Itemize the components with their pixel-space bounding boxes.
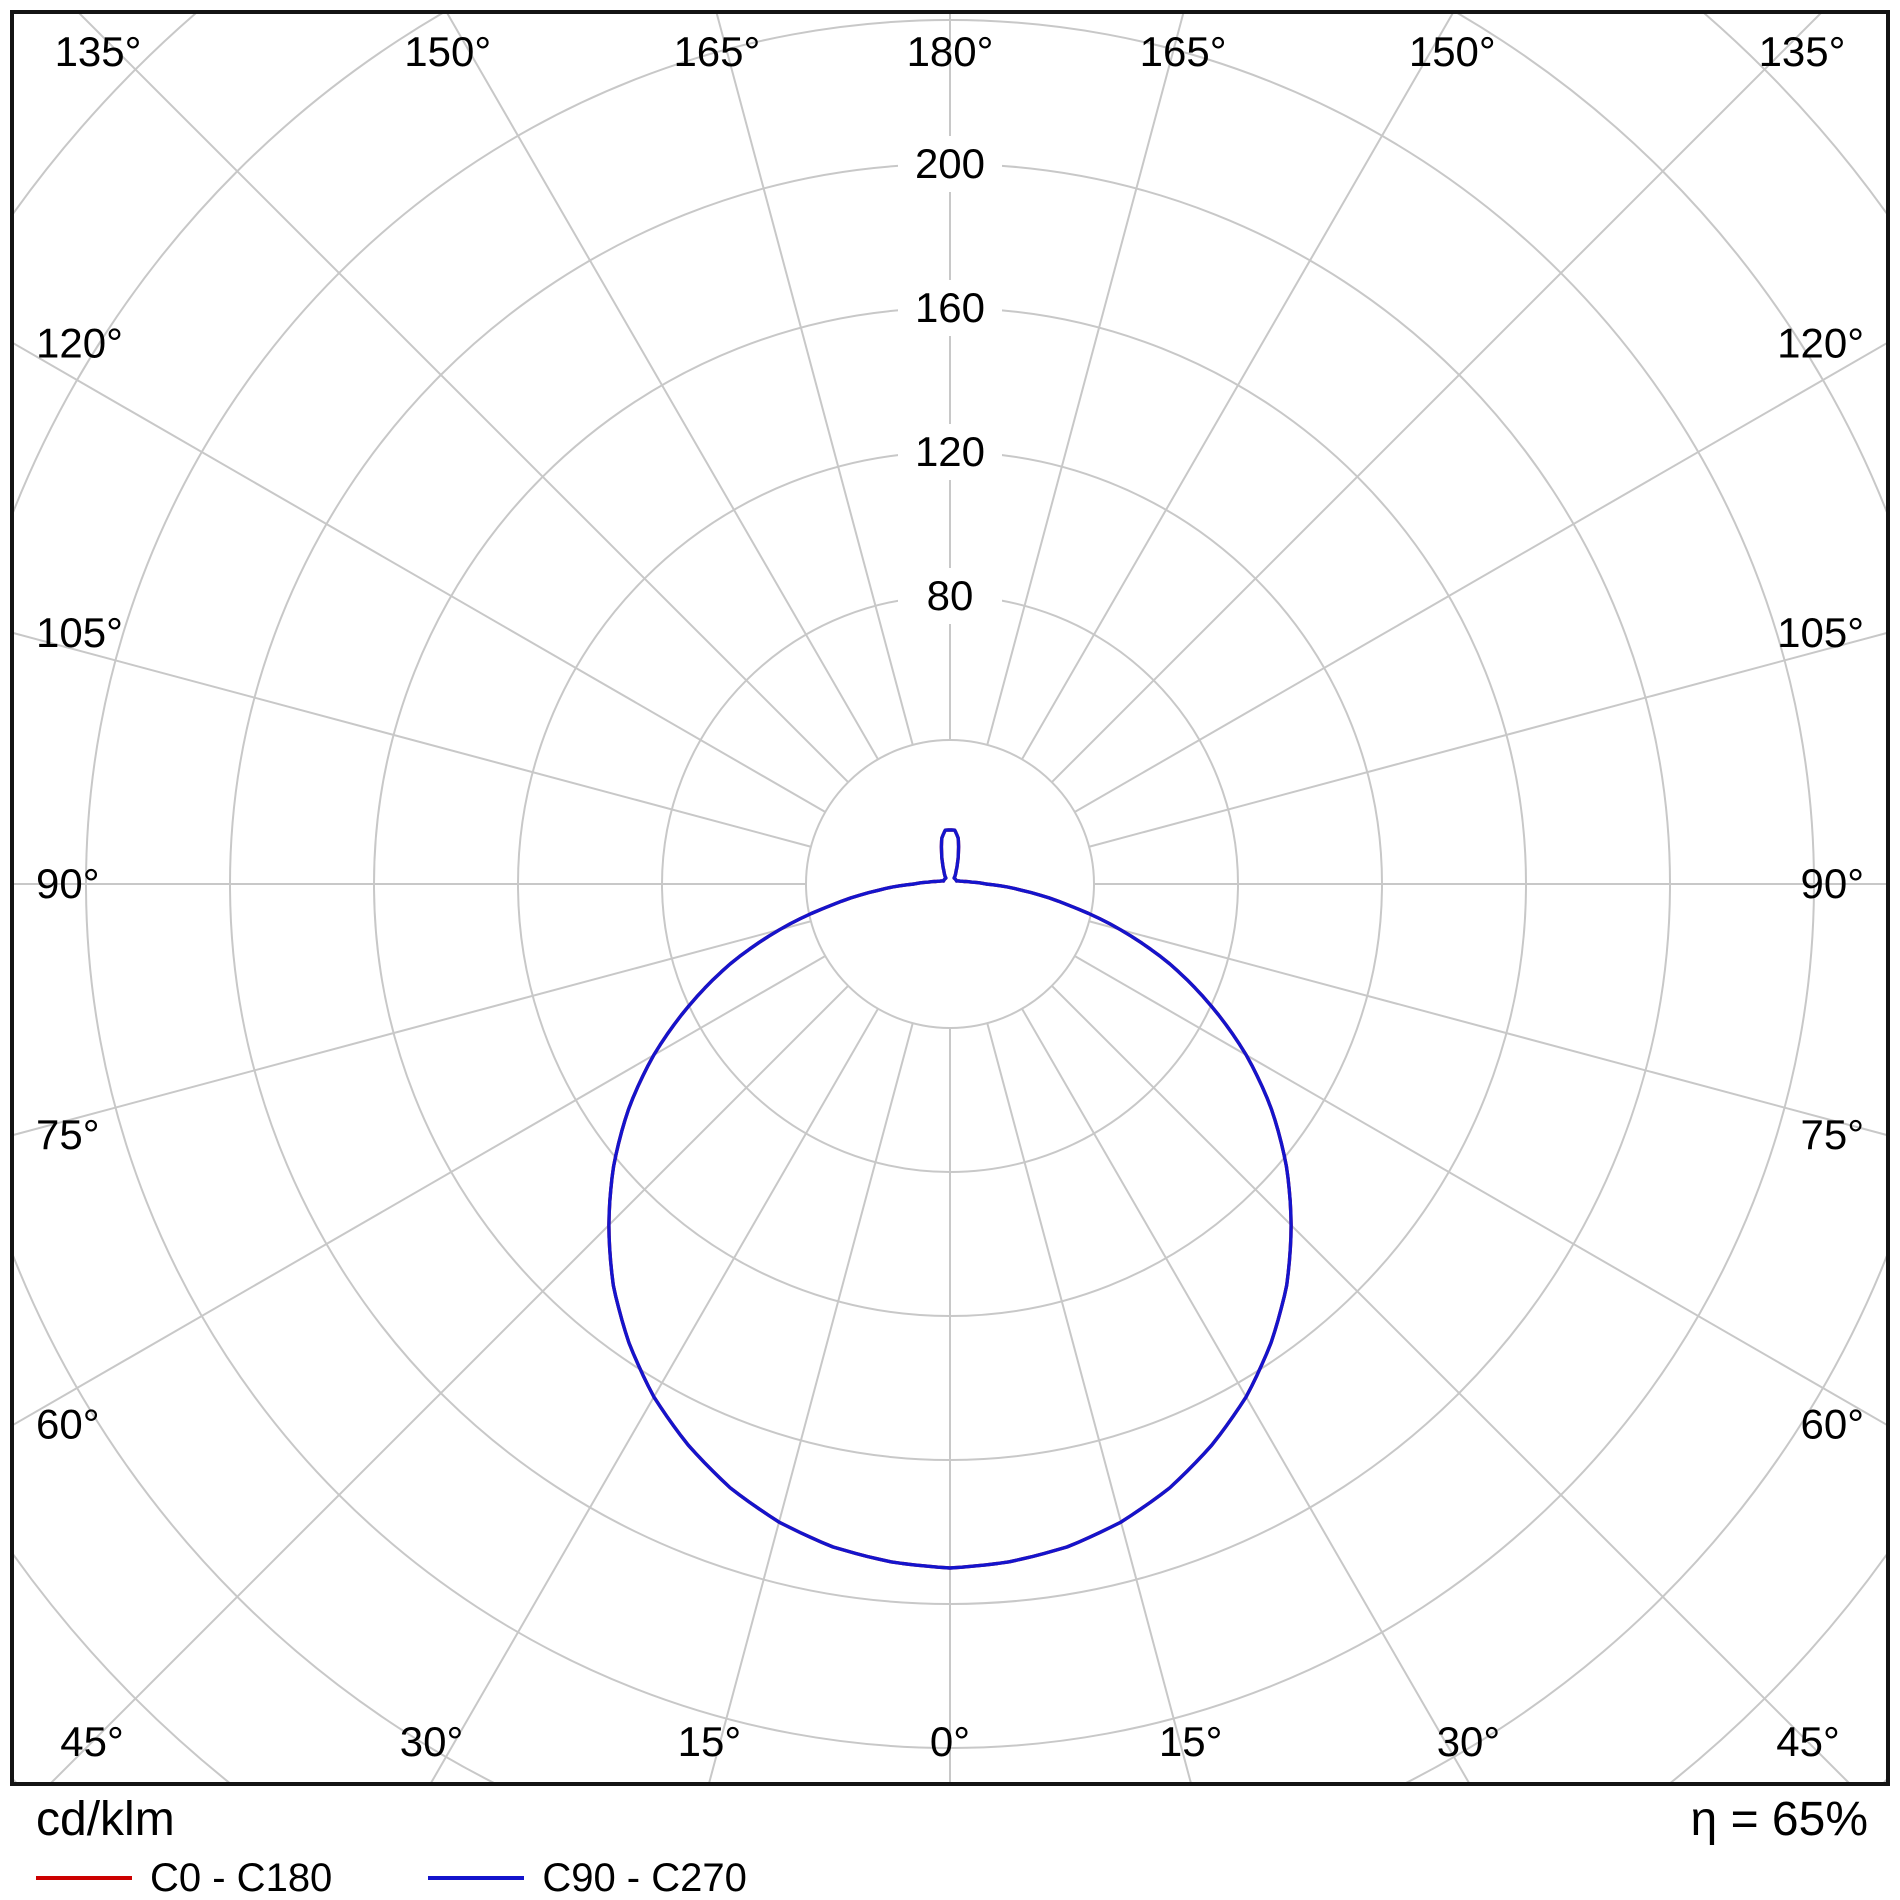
grid-spoke [1051, 14, 1822, 783]
angle-label: 45° [1776, 1718, 1840, 1765]
grid-spoke [14, 632, 812, 848]
polar-chart-frame: 80 120 160 200 0° 15° 15° 30° 30° 45° 45° 60° 60° 75°… [10, 10, 1890, 1786]
radial-tick-label: 80 [927, 572, 974, 619]
grid-spoke [1074, 342, 1886, 813]
radial-tick-label: 200 [915, 140, 985, 187]
grid-spoke [430, 1008, 879, 1782]
radial-label-bg [898, 568, 1002, 624]
polar-intensity-chart: 80 120 160 200 0° 15° 15° 30° 30° 45° 45° 60° 60° 75°… [14, 14, 1886, 1782]
angle-label: 90° [1800, 860, 1864, 907]
angle-label: 75° [1800, 1111, 1864, 1158]
angle-label: 180° [907, 28, 994, 75]
grid-spoke [1088, 632, 1886, 848]
grid-spoke [446, 14, 879, 760]
angle-label: 30° [400, 1718, 464, 1765]
angle-label: 15° [678, 1718, 742, 1765]
angle-label: 150° [1409, 28, 1496, 75]
angle-label: 75° [36, 1111, 100, 1158]
grid-spoke [708, 1022, 914, 1782]
legend-item-c0-c180: C0 - C180 [36, 1858, 332, 1898]
grid-spoke [14, 342, 826, 813]
angle-label: 135° [1759, 28, 1846, 75]
legend: C0 - C180 C90 - C270 [36, 1858, 747, 1898]
grid-spoke [1051, 985, 1850, 1782]
grid-spoke [986, 1022, 1192, 1782]
radial-label-bg [898, 136, 1002, 192]
units-label: cd/klm [36, 1793, 175, 1846]
chart-footer: cd/klm η = 65% C0 - C180 C90 - C270 [0, 1786, 1900, 1900]
curve-C90-C270 [607, 828, 1293, 1570]
grid-spoke [715, 14, 914, 746]
grid-spoke [1021, 14, 1454, 760]
angle-label: 60° [36, 1400, 100, 1447]
efficiency-label: η = 65% [1690, 1793, 1868, 1846]
angle-label: 135° [55, 28, 142, 75]
angle-label: 15° [1159, 1718, 1223, 1765]
legend-label-c0-c180: C0 - C180 [150, 1856, 333, 1900]
radial-tick-label: 120 [915, 428, 985, 475]
angle-label: 150° [404, 28, 491, 75]
legend-item-c90-c270: C90 - C270 [428, 1858, 747, 1898]
angle-label: 60° [1800, 1400, 1864, 1447]
angle-label: 120° [36, 320, 123, 367]
grid-spoke [78, 14, 849, 783]
angle-label: 165° [673, 28, 760, 75]
angle-label: 120° [1777, 320, 1864, 367]
angle-label: 105° [36, 609, 123, 656]
legend-swatch-1 [428, 1876, 525, 1880]
grid-spoke [1021, 1008, 1470, 1782]
grid-circle [805, 739, 1095, 1029]
grid-spoke [1074, 955, 1886, 1426]
grid-spoke [50, 985, 849, 1782]
legend-label-c90-c270: C90 - C270 [542, 1856, 747, 1900]
angle-label: 90° [36, 860, 100, 907]
angle-label: 165° [1140, 28, 1227, 75]
grid-spoke [14, 955, 826, 1426]
legend-swatch-0 [36, 1876, 132, 1880]
radial-label-bg [898, 424, 1002, 480]
angle-label: 0° [930, 1718, 970, 1765]
angle-label: 105° [1777, 609, 1864, 656]
angle-label: 30° [1437, 1718, 1501, 1765]
grid-spoke [986, 14, 1185, 746]
grid-spoke [1088, 920, 1886, 1136]
grid-spoke [14, 920, 812, 1136]
radial-tick-label: 160 [915, 284, 985, 331]
angle-label: 45° [60, 1718, 124, 1765]
radial-label-bg [898, 280, 1002, 336]
